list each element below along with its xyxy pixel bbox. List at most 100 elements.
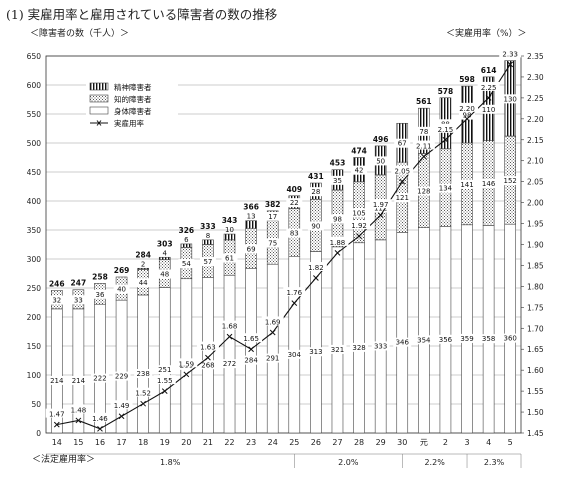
bar-physical — [115, 299, 128, 434]
right-tick-label: 2.15 — [527, 136, 544, 145]
label-backdrop — [307, 187, 324, 197]
rate-value-label: 2.05 — [394, 168, 410, 176]
right-tick-label: 2.35 — [527, 52, 544, 61]
label-backdrop — [480, 179, 497, 189]
category-label: 22 — [224, 438, 234, 447]
bar-mental — [180, 243, 193, 248]
left-tick-label: 0 — [36, 429, 41, 438]
label-backdrop — [261, 316, 284, 326]
mental-value-label: 110 — [482, 106, 495, 114]
label-backdrop — [351, 165, 368, 175]
rate-point — [205, 354, 211, 361]
right-tick-label: 1.70 — [527, 324, 544, 333]
label-backdrop — [499, 48, 522, 58]
bar-physical — [353, 242, 365, 434]
left-tick-label: 400 — [27, 197, 42, 206]
label-backdrop — [112, 371, 131, 381]
intellectual-value-label: 128 — [417, 188, 430, 196]
intellectual-value-label: 83 — [290, 230, 299, 238]
label-backdrop — [459, 110, 476, 120]
rate-point — [442, 136, 449, 143]
physical-value-label: 268 — [201, 361, 214, 369]
intellectual-value-label: 69 — [247, 245, 256, 253]
right-tick-label: 1.60 — [527, 366, 544, 375]
label-backdrop — [458, 333, 477, 343]
label-backdrop — [326, 236, 349, 246]
category-label: 14 — [52, 438, 62, 447]
intellectual-value-label: 36 — [96, 291, 105, 299]
label-backdrop — [394, 193, 411, 203]
rate-point — [485, 95, 492, 101]
bar-physical — [266, 263, 279, 434]
label-backdrop — [371, 341, 390, 351]
total-value-label: 409 — [286, 185, 302, 194]
rate-value-label: 1.69 — [265, 318, 281, 326]
right-tick-label: 1.50 — [527, 408, 544, 417]
physical-value-label: 272 — [223, 360, 236, 368]
label-backdrop — [218, 320, 241, 330]
label-backdrop — [502, 94, 519, 104]
total-value-label: 343 — [222, 216, 238, 225]
bar-mental — [202, 239, 214, 245]
total-value-label: 578 — [438, 87, 454, 96]
intellectual-value-label: 32 — [52, 297, 61, 305]
label-backdrop — [306, 347, 325, 357]
total-value-label: 246 — [49, 279, 65, 288]
bar-mental — [158, 256, 171, 260]
label-backdrop — [242, 355, 261, 365]
category-label: 3 — [464, 438, 469, 447]
rate-value-label: 2.25 — [481, 84, 497, 92]
rate-point — [313, 275, 319, 281]
physical-value-label: 359 — [460, 335, 473, 343]
legend-label: 実雇用率 — [114, 118, 144, 128]
label-backdrop — [240, 333, 263, 343]
left-axis-label: ＜障害者の数（千人）＞ — [30, 29, 130, 39]
label-backdrop — [196, 341, 219, 351]
rate-value-label: 1.92 — [351, 222, 367, 230]
mental-value-label: 6 — [184, 236, 189, 244]
intellectual-value-label: 75 — [268, 239, 277, 247]
physical-value-label: 284 — [244, 357, 258, 365]
label-backdrop — [283, 287, 306, 297]
rate-value-label: 1.76 — [286, 289, 302, 297]
rate-value-label: 1.59 — [179, 360, 195, 368]
rate-point — [356, 233, 362, 239]
intellectual-value-label: 90 — [311, 222, 320, 230]
rate-point — [183, 371, 190, 378]
label-backdrop — [304, 262, 327, 272]
label-backdrop — [477, 81, 500, 91]
intellectual-value-label: 98 — [333, 215, 342, 223]
left-tick-label: 150 — [27, 342, 42, 351]
rate-point — [377, 212, 384, 219]
legend-label: 精神障害者 — [114, 82, 152, 92]
intellectual-value-label: 105 — [352, 209, 365, 217]
rate-value-label: 1.88 — [330, 239, 346, 247]
category-label: 15 — [73, 438, 83, 447]
right-tick-label: 1.45 — [527, 429, 544, 438]
physical-value-label: 354 — [417, 336, 431, 344]
rate-value-label: 1.68 — [222, 323, 238, 331]
label-backdrop — [47, 375, 66, 385]
category-label: 4 — [486, 438, 491, 447]
label-backdrop — [351, 208, 368, 218]
bar-physical — [180, 278, 193, 434]
label-backdrop — [45, 408, 68, 418]
label-backdrop — [412, 140, 435, 150]
bar-physical — [504, 223, 517, 434]
right-tick-label: 1.75 — [527, 303, 544, 312]
left-tick-label: 250 — [27, 284, 42, 293]
label-backdrop — [414, 335, 433, 345]
left-tick-label: 300 — [27, 255, 42, 264]
label-backdrop — [70, 295, 87, 305]
bar-physical — [245, 267, 257, 434]
label-backdrop — [350, 342, 369, 352]
total-value-label: 269 — [114, 266, 130, 275]
label-backdrop — [175, 358, 198, 368]
rate-value-label: 1.47 — [49, 411, 65, 419]
label-backdrop — [372, 156, 389, 166]
label-backdrop — [90, 373, 109, 383]
total-value-label: 247 — [71, 279, 87, 288]
rate-point — [399, 178, 406, 185]
right-tick-label: 1.80 — [527, 282, 544, 291]
right-tick-label: 2.05 — [527, 178, 544, 187]
